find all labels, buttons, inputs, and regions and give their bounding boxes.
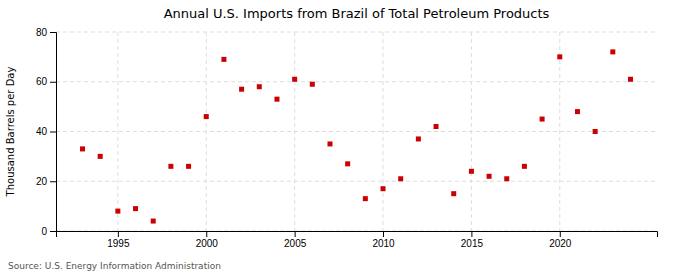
x-tick-label: 2010	[372, 238, 395, 249]
point	[292, 77, 297, 82]
point	[221, 57, 226, 62]
y-tick-mark	[50, 132, 56, 133]
point	[593, 129, 598, 134]
y-tick-label: 80	[36, 27, 48, 38]
chart: 1995 2000 2005 2010 2015 2020 0 20 40 60 80 Annual …	[0, 0, 675, 275]
point	[381, 186, 386, 191]
x-tick-mark	[206, 231, 207, 237]
x-tick-label: 2005	[284, 238, 307, 249]
marks	[80, 49, 633, 223]
point	[151, 219, 156, 224]
point	[398, 176, 403, 181]
grid-line-x	[117, 32, 118, 231]
y-tick-mark	[50, 231, 56, 232]
y-axis-line	[50, 33, 57, 232]
point	[504, 176, 509, 181]
x-tick-label: 2000	[196, 238, 219, 249]
grid	[56, 32, 657, 231]
point	[239, 87, 244, 92]
source: Source: U.S. Energy Information Administ…	[8, 261, 221, 271]
point	[363, 196, 368, 201]
y-tick-mark	[50, 32, 56, 33]
x-tick: 1995	[107, 231, 130, 249]
point	[522, 164, 527, 169]
grid-line-x	[383, 32, 384, 231]
point	[80, 146, 85, 151]
point	[274, 97, 279, 102]
x-tick-label: 1995	[107, 238, 130, 249]
plot-area: 1995 2000 2005 2010 2015 2020 0 20 40 60 80	[36, 27, 658, 249]
x-tick-mark	[295, 231, 296, 237]
x-tick: 2015	[461, 231, 484, 249]
point	[98, 154, 103, 159]
x-axis-line	[57, 232, 658, 238]
y-tick-label: 60	[36, 76, 48, 87]
x-tick-mark	[471, 231, 472, 237]
y-tick-label: 20	[36, 176, 48, 187]
grid-line-y	[56, 181, 657, 182]
x-tick: 2010	[372, 231, 395, 249]
grid-line-x	[559, 32, 560, 231]
y-tick: 40	[36, 126, 56, 137]
point	[575, 109, 580, 114]
grid-line-x	[471, 32, 472, 231]
y-axis: 0 20 40 60 80	[36, 27, 57, 237]
y-axis-label: Thousand Barrels per Day	[5, 67, 16, 198]
x-tick: 2000	[196, 231, 219, 249]
point	[557, 54, 562, 59]
x-tick-mark	[560, 231, 561, 237]
y-tick: 80	[36, 27, 56, 38]
x-tick: 2020	[549, 231, 572, 249]
point	[540, 117, 545, 122]
point	[345, 161, 350, 166]
point	[416, 136, 421, 141]
point	[115, 209, 120, 214]
point	[628, 77, 633, 82]
x-tick: 2005	[284, 231, 307, 249]
x-tick-mark	[118, 231, 119, 237]
x-tick-label: 2015	[461, 238, 484, 249]
grid-line-x	[294, 32, 295, 231]
x-tick-label: 2020	[549, 238, 572, 249]
grid-line-y	[56, 131, 657, 132]
point	[434, 124, 439, 129]
point	[133, 206, 138, 211]
point	[487, 174, 492, 179]
y-tick: 0	[41, 226, 56, 237]
grid-line-x	[206, 32, 207, 231]
point	[469, 169, 474, 174]
point	[310, 82, 315, 87]
point	[204, 114, 209, 119]
y-tick: 20	[36, 176, 56, 187]
point	[168, 164, 173, 169]
point	[257, 84, 262, 89]
y-tick-mark	[50, 181, 56, 182]
grid-line-y	[56, 32, 657, 33]
x-tick-mark	[383, 231, 384, 237]
x-axis: 1995 2000 2005 2010 2015 2020	[57, 231, 658, 249]
point	[327, 141, 332, 146]
y-tick: 60	[36, 76, 56, 87]
y-tick-label: 0	[41, 226, 47, 237]
y-tick-mark	[50, 82, 56, 83]
point	[610, 49, 615, 54]
point	[451, 191, 456, 196]
y-tick-label: 40	[36, 126, 48, 137]
title: Annual U.S. Imports from Brazil of Total…	[164, 6, 550, 21]
grid-line-y	[56, 81, 657, 82]
point	[186, 164, 191, 169]
